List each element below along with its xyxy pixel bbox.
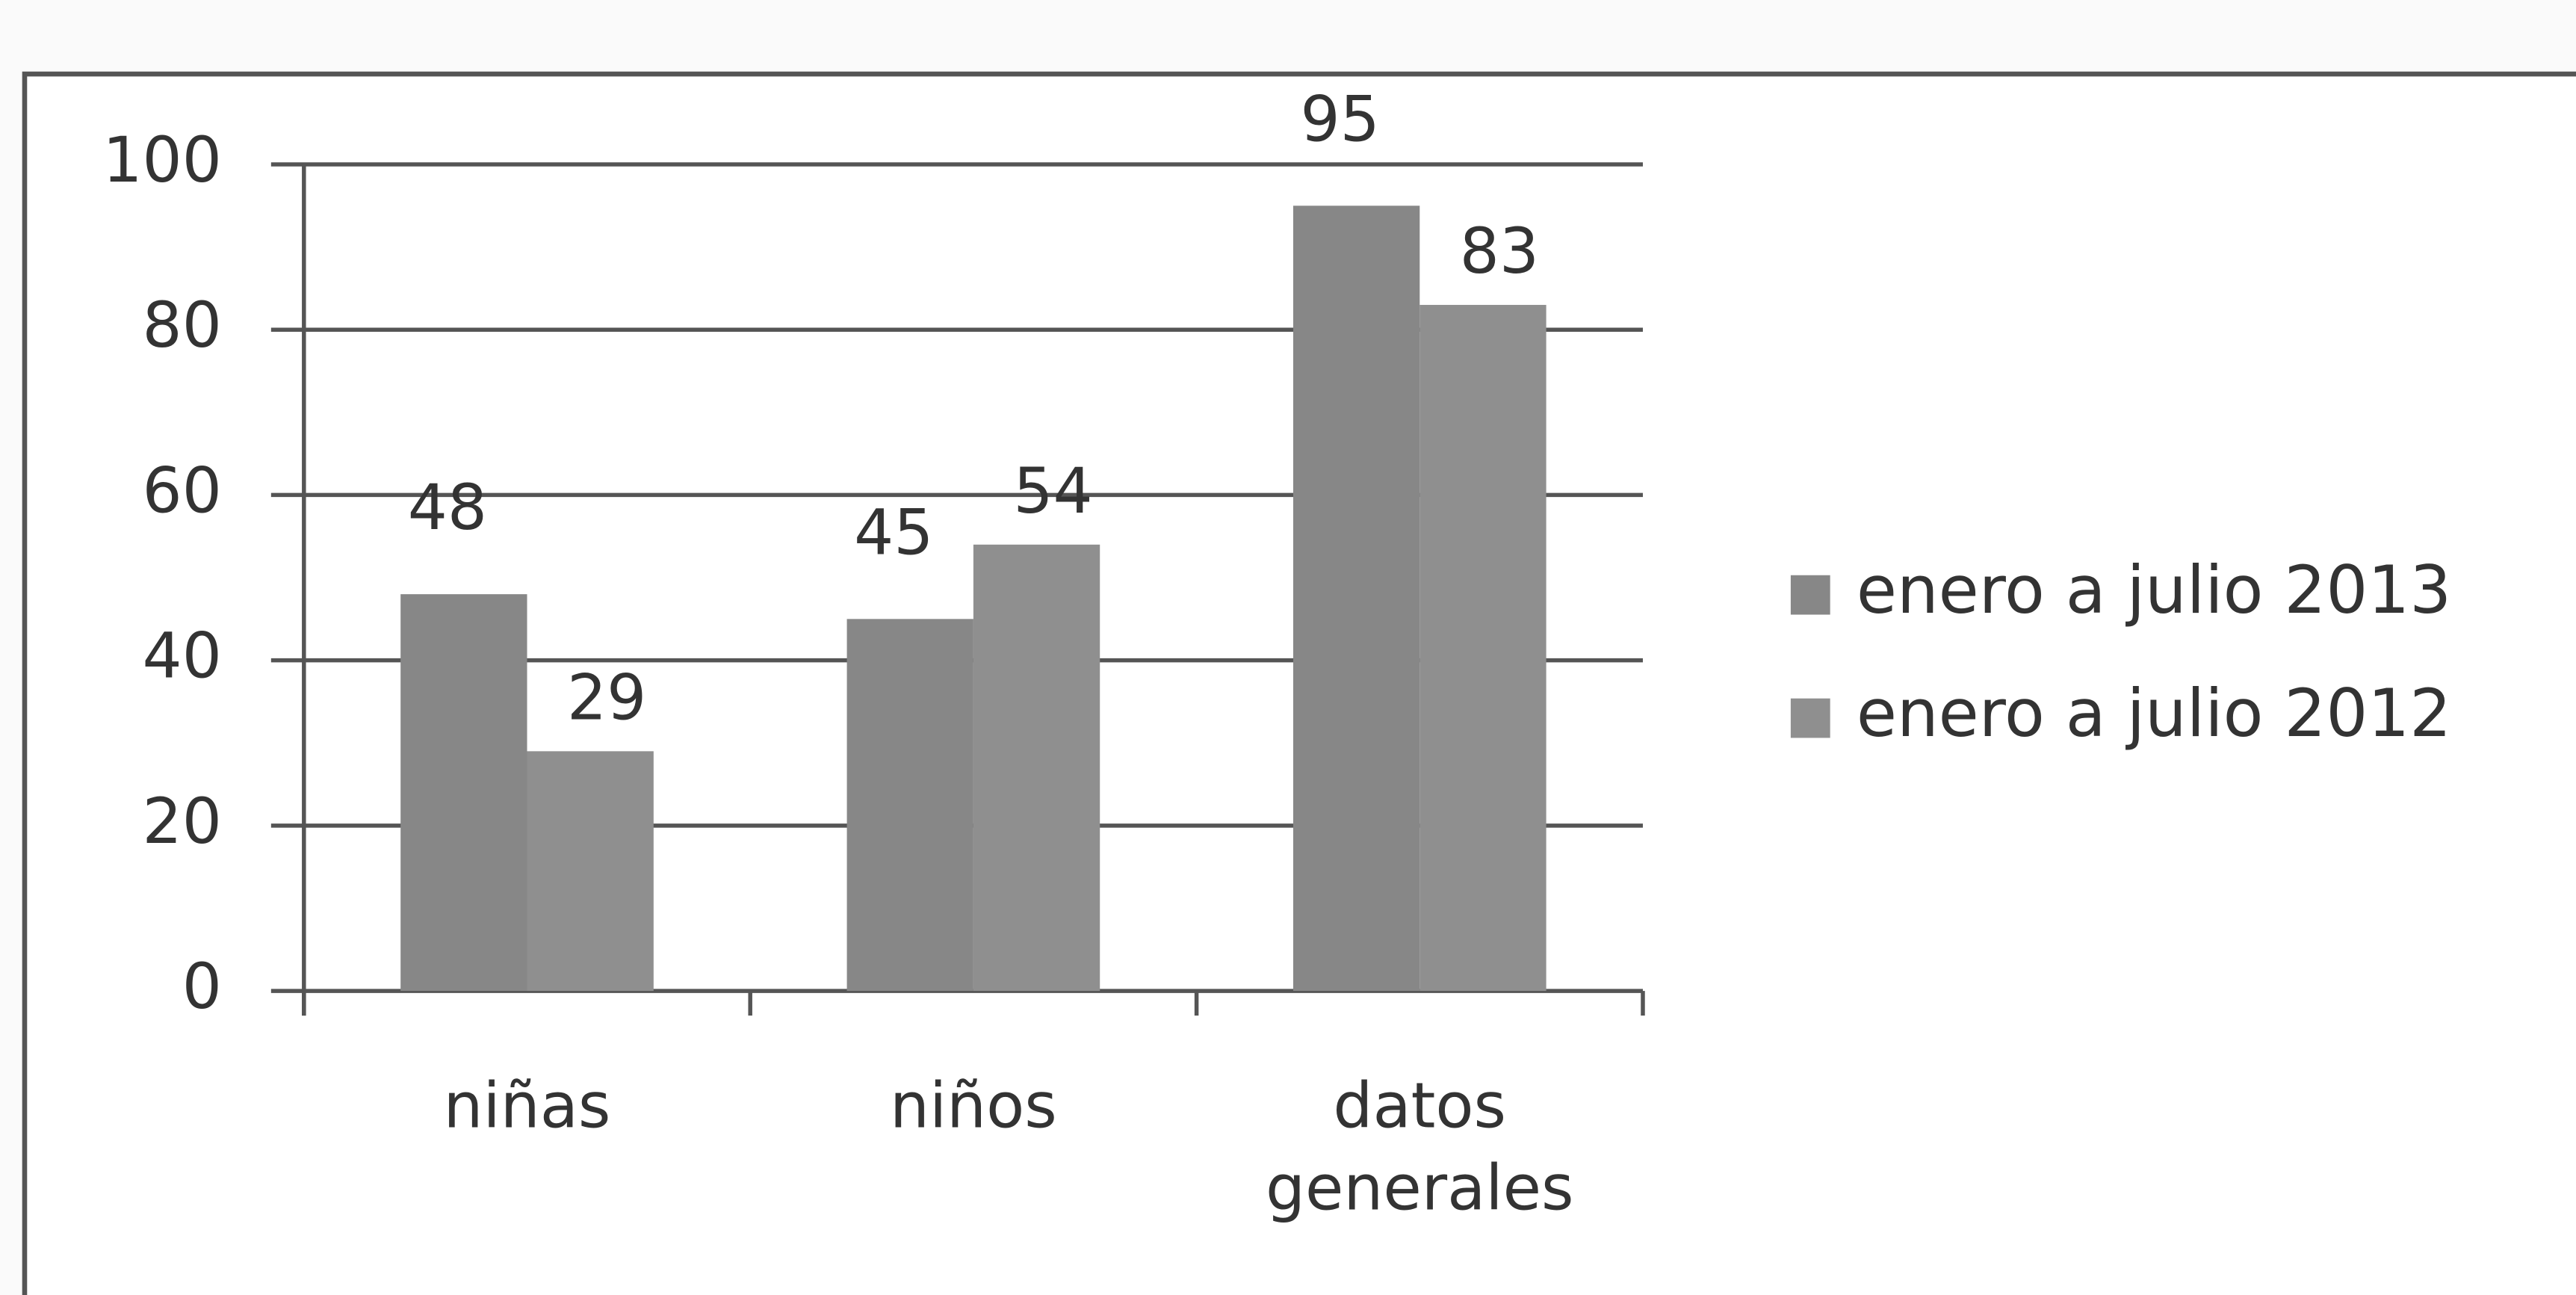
legend-swatch bbox=[1790, 575, 1830, 615]
y-tick-label: 40 bbox=[143, 619, 222, 693]
y-tick-label: 20 bbox=[143, 785, 222, 858]
data-label: 45 bbox=[854, 495, 933, 569]
y-tick-label: 60 bbox=[143, 454, 222, 527]
y-tick-label: 100 bbox=[102, 123, 221, 197]
bar bbox=[846, 619, 973, 992]
bar bbox=[1292, 205, 1420, 992]
x-tick-label: datos generales bbox=[1265, 1069, 1574, 1225]
x-tick-label-box: niñas bbox=[443, 1069, 611, 1143]
y-tick-label: 80 bbox=[143, 288, 222, 362]
x-tick-label-box: datos generales bbox=[1265, 1069, 1574, 1225]
x-tick-label: niños bbox=[889, 1069, 1057, 1143]
y-tick-label: 0 bbox=[182, 950, 222, 1023]
bar bbox=[527, 751, 654, 992]
legend-swatch bbox=[1790, 698, 1830, 738]
data-label: 54 bbox=[1013, 454, 1092, 528]
data-label: 29 bbox=[567, 661, 646, 734]
bar bbox=[973, 544, 1100, 992]
x-tick-label: niñas bbox=[443, 1069, 611, 1143]
data-label: 83 bbox=[1460, 214, 1539, 288]
bar bbox=[1419, 305, 1546, 992]
data-label: 95 bbox=[1300, 82, 1379, 155]
x-tick-label-box: niños bbox=[889, 1069, 1057, 1143]
legend-label: enero a julio 2012 bbox=[1857, 675, 2451, 752]
bar bbox=[400, 594, 527, 992]
legend-label: enero a julio 2013 bbox=[1857, 551, 2451, 628]
data-label: 48 bbox=[408, 471, 487, 544]
